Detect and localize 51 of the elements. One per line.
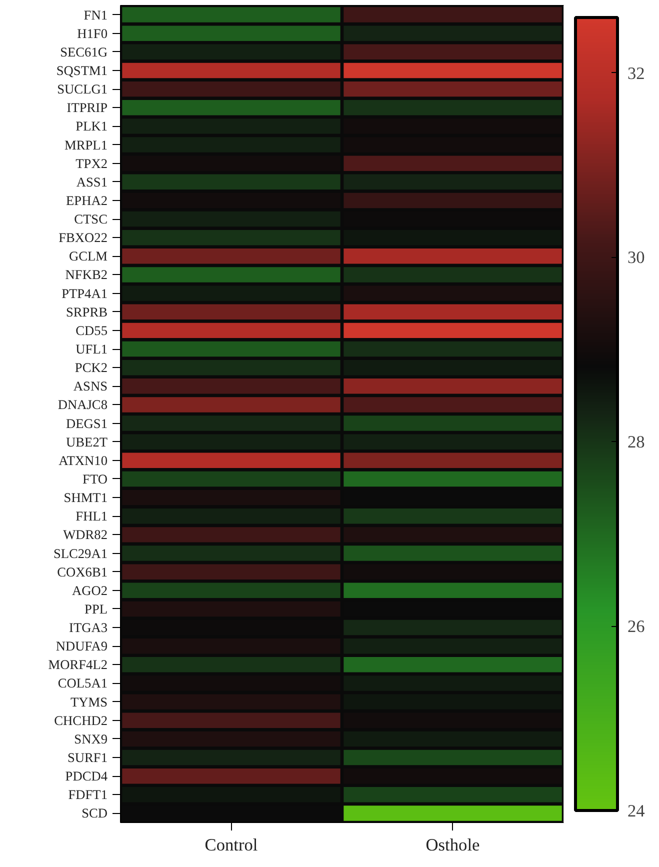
y-tick-label: SLC29A1 <box>53 546 108 561</box>
x-tick-label: Control <box>204 836 258 854</box>
y-tick-label: CD55 <box>76 322 108 338</box>
y-tick-label: EPHA2 <box>66 192 108 208</box>
color-bar-label: 24 <box>628 802 646 820</box>
y-tick-label: FDFT1 <box>68 787 108 802</box>
y-tick-label: FHL1 <box>76 508 108 524</box>
y-tick-label: MORF4L2 <box>48 657 108 672</box>
y-tick-label: SEC61G <box>60 44 108 60</box>
y-tick-label: TYMS <box>70 694 108 710</box>
y-tick-label: SURF1 <box>67 750 108 766</box>
y-tick-label: NFKB2 <box>65 267 108 282</box>
y-tick-label: NDUFA9 <box>56 638 108 654</box>
y-tick-label: PPL <box>84 601 108 616</box>
y-tick-label: ASNS <box>73 378 108 394</box>
y-tick-label: GCLM <box>68 248 108 264</box>
y-tick-label: COL5A1 <box>58 676 108 691</box>
y-tick-label: DNAJC8 <box>58 397 108 412</box>
y-tick-label: CTSC <box>74 212 108 227</box>
y-tick-label: ASS1 <box>76 174 108 190</box>
x-tick-label: Osthole <box>426 836 480 854</box>
y-tick-label: ITGA3 <box>69 620 108 636</box>
y-tick-label: SUCLG1 <box>57 82 108 97</box>
y-tick-label: AGO2 <box>72 582 108 598</box>
y-tick-label: UBE2T <box>66 434 108 450</box>
y-tick-label: SQSTM1 <box>56 62 108 78</box>
color-bar-label: 30 <box>628 248 645 268</box>
y-tick-label: PTP4A1 <box>62 286 108 301</box>
y-tick-label: PDCD4 <box>65 768 108 784</box>
y-tick-label: PCK2 <box>74 360 108 376</box>
y-tick-label: SCD <box>82 806 108 821</box>
y-tick-label: TPX2 <box>76 156 108 171</box>
y-tick-label: FN1 <box>84 7 108 22</box>
y-tick-label: ATXN10 <box>58 452 108 468</box>
y-tick-label: SHMT1 <box>64 490 108 506</box>
y-tick-label: UFL1 <box>76 342 108 357</box>
y-tick-label: FBXO22 <box>58 230 108 246</box>
y-tick-label: FTO <box>82 471 108 486</box>
color-bar-label: 32 <box>628 64 645 83</box>
color-bar-label: 28 <box>628 432 645 452</box>
y-tick-label: H1F0 <box>77 26 108 41</box>
y-tick-label: SNX9 <box>74 731 108 746</box>
color-bar-label: 26 <box>628 617 646 636</box>
y-tick-label: WDR82 <box>63 527 108 542</box>
y-tick-label: ITPRIP <box>66 100 108 116</box>
y-tick-label: PLK1 <box>76 118 108 134</box>
y-tick-label: CHCHD2 <box>54 712 108 728</box>
y-tick-label: MRPL1 <box>64 137 108 152</box>
y-tick-label: COX6B1 <box>57 564 108 580</box>
y-tick-label: SRPRB <box>66 304 108 320</box>
y-tick-label: DEGS1 <box>66 416 108 431</box>
